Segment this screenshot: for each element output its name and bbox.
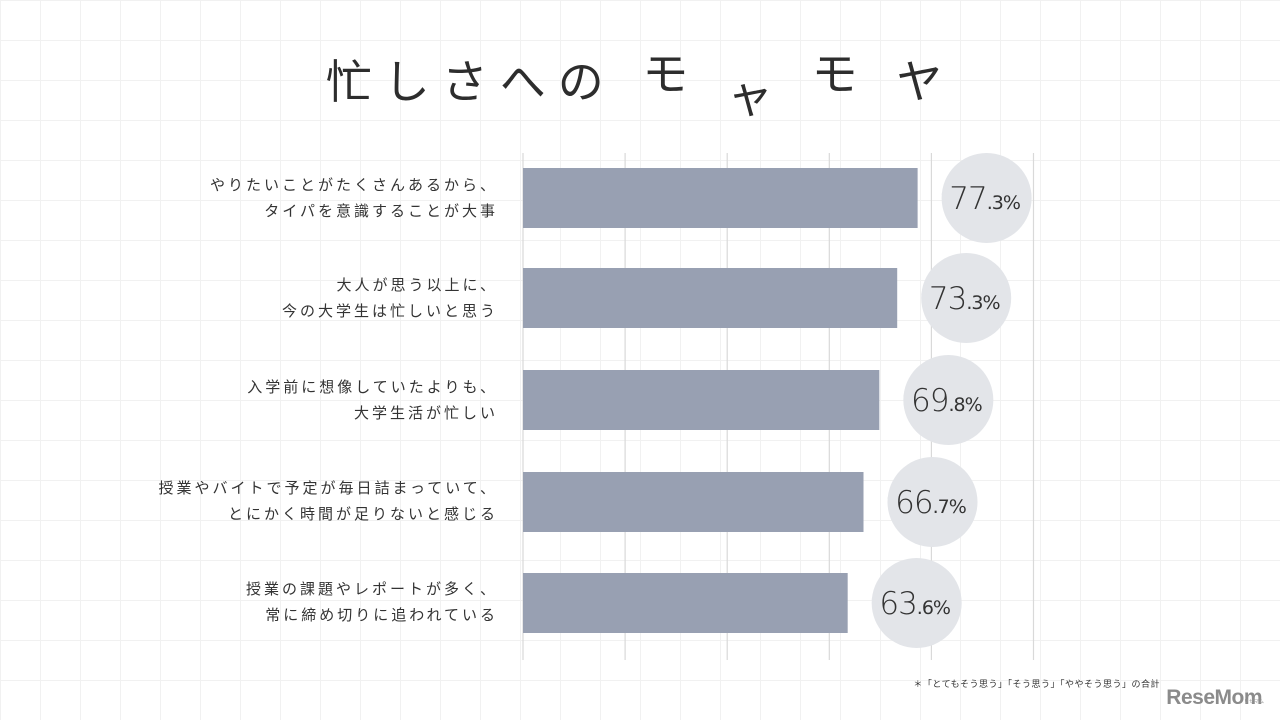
category-label: 大人が思う以上に、 今の大学生は忙しいと思う <box>282 272 498 324</box>
category-label: 入学前に想像していたよりも、 大学生活が忙しい <box>247 374 498 426</box>
title-main-text: 忙しさへの <box>325 55 616 109</box>
value-bubble <box>871 558 962 648</box>
category-label-line: 入学前に想像していたよりも、 <box>247 378 498 396</box>
category-label-line: 常に締め切りに追われている <box>265 606 498 624</box>
resemom-logo: ReseMom <box>1166 686 1262 709</box>
data-label-decimal: .7% <box>933 496 966 518</box>
data-label-integer: 69 <box>911 383 948 419</box>
title-moya-char-1: モ <box>642 47 701 101</box>
title-moya-char-2: ャ <box>727 69 785 123</box>
value-bubble <box>903 355 994 445</box>
data-label-integer: 77 <box>949 181 986 217</box>
value-bubble <box>921 253 1012 343</box>
bar <box>523 168 918 228</box>
chart-title: 忙しさへの モ ャ モ ヤ <box>0 46 1280 123</box>
value-bubble <box>941 153 1032 243</box>
category-label-line: とにかく時間が足りないと感じる <box>227 505 498 523</box>
data-label: 66.7% <box>895 485 966 521</box>
category-label-line: タイパを意識することが大事 <box>264 202 498 220</box>
bar <box>523 268 898 328</box>
data-label-decimal: .3% <box>966 292 999 314</box>
data-label-integer: 63 <box>879 586 916 622</box>
category-label-line: 授業の課題やレポートが多く、 <box>245 580 498 598</box>
category-label-line: 授業やバイトで予定が毎日詰まっていて、 <box>158 479 498 497</box>
footnote: ＊「とてもそう思う」「そう思う」「ややそう思う」の合計 <box>913 680 1160 690</box>
bar <box>523 573 848 633</box>
category-label-line: 大人が思う以上に、 <box>336 276 498 294</box>
title-moya-char-4: ヤ <box>896 55 955 109</box>
data-label-decimal: .8% <box>948 394 981 416</box>
data-label-integer: 66 <box>895 485 932 521</box>
data-label-decimal: .3% <box>987 192 1020 214</box>
category-label-line: 今の大学生は忙しいと思う <box>281 302 498 320</box>
category-label-line: やりたいことがたくさんあるから、 <box>209 176 498 194</box>
bar <box>523 370 880 430</box>
title-moya-char-3: モ <box>811 47 870 101</box>
title-moyamoya: モ ャ モ ヤ <box>642 46 955 123</box>
data-label-integer: 73 <box>929 281 966 317</box>
category-label: 授業やバイトで予定が毎日詰まっていて、 とにかく時間が足りないと感じる <box>159 475 498 527</box>
data-label: 77.3% <box>949 181 1020 217</box>
bar <box>523 472 864 532</box>
category-label: やりたいことがたくさんあるから、 タイパを意識することが大事 <box>210 172 498 224</box>
resemom-logo-kana: リセマム <box>1243 699 1264 705</box>
value-bubble <box>887 457 978 547</box>
data-label: 63.6% <box>879 586 950 622</box>
category-label-line: 大学生活が忙しい <box>353 404 498 422</box>
data-label: 73.3% <box>929 281 1000 317</box>
category-label: 授業の課題やレポートが多く、 常に締め切りに追われている <box>246 576 498 628</box>
data-label-decimal: .6% <box>917 597 950 619</box>
data-label: 69.8% <box>911 383 982 419</box>
